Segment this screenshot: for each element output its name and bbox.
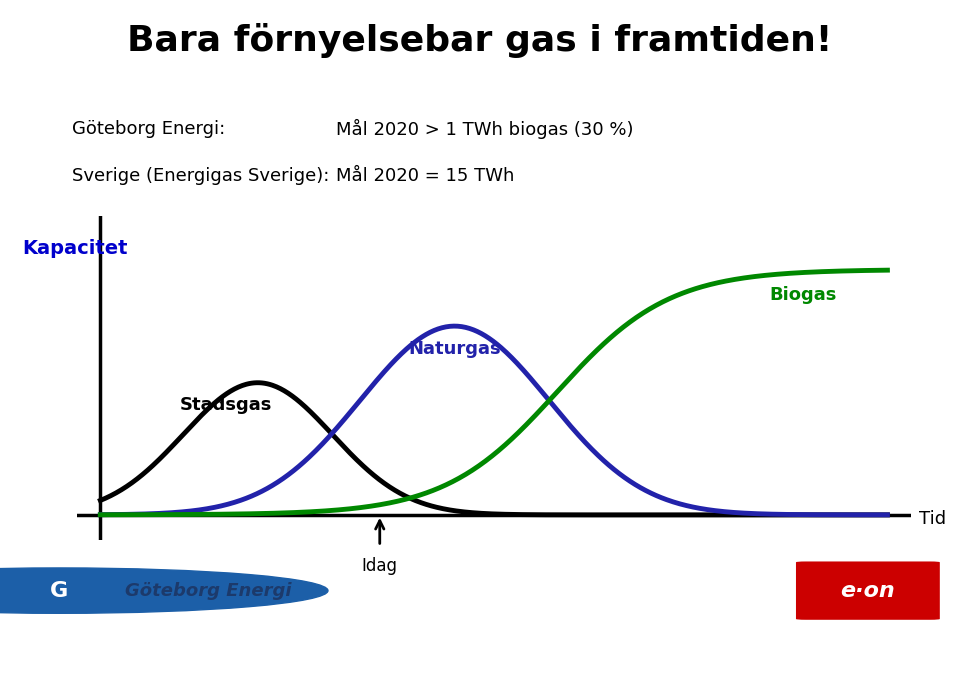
FancyBboxPatch shape xyxy=(796,562,940,620)
Text: Biogas: Biogas xyxy=(769,286,837,304)
Text: Göteborg Energi:: Göteborg Energi: xyxy=(72,119,225,138)
Text: Tid: Tid xyxy=(919,510,946,528)
Text: Bara förnyelsebar gas i framtiden!: Bara förnyelsebar gas i framtiden! xyxy=(127,24,832,59)
Text: Mål 2020 > 1 TWh biogas (30 %): Mål 2020 > 1 TWh biogas (30 %) xyxy=(336,119,633,139)
Circle shape xyxy=(0,568,328,614)
Text: Göteborg Energi: Göteborg Energi xyxy=(125,582,292,599)
Text: Stadsgas: Stadsgas xyxy=(180,396,272,414)
Text: Mål 2020 = 15 TWh: Mål 2020 = 15 TWh xyxy=(336,167,514,185)
Text: Idag: Idag xyxy=(362,558,398,575)
Text: Naturgas: Naturgas xyxy=(409,340,501,358)
Text: Sverige (Energigas Sverige):: Sverige (Energigas Sverige): xyxy=(72,167,329,185)
Text: e·on: e·on xyxy=(840,580,896,601)
Text: G: G xyxy=(50,580,69,601)
Text: Kapacitet: Kapacitet xyxy=(22,239,128,258)
